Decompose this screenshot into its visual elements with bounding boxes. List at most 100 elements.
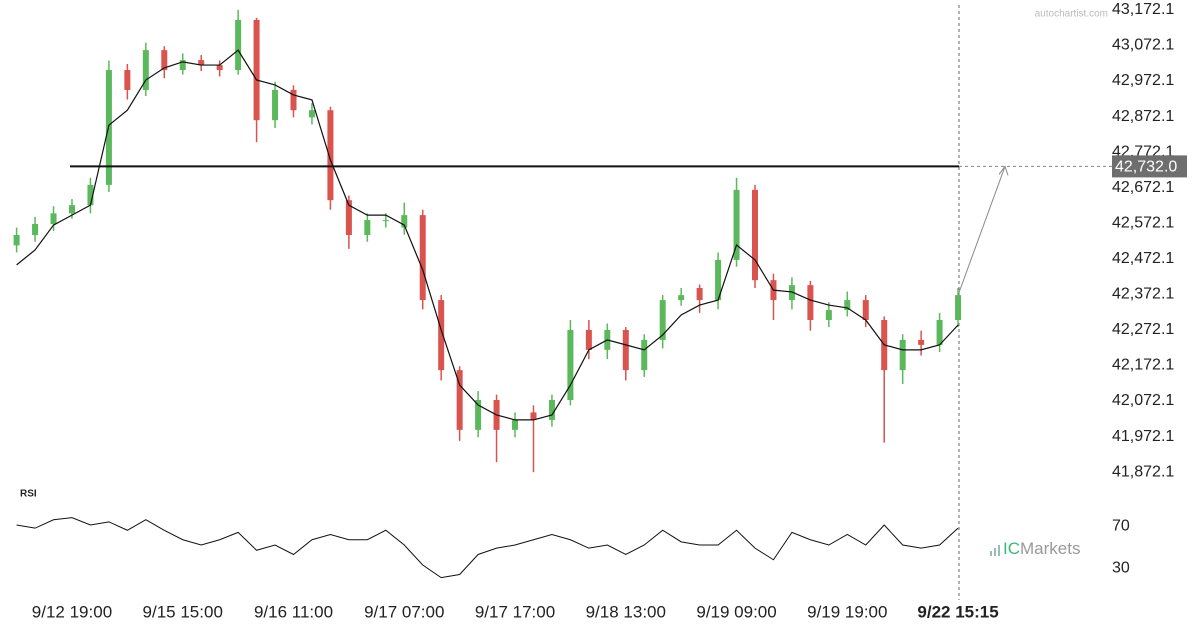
candle bbox=[659, 295, 666, 349]
candle bbox=[548, 394, 555, 427]
candle bbox=[235, 9, 242, 75]
y-tick-label: 42,872.1 bbox=[1112, 108, 1174, 125]
candle-body bbox=[936, 320, 943, 345]
candle bbox=[198, 55, 205, 72]
candle bbox=[401, 202, 408, 235]
candle-body bbox=[179, 60, 186, 71]
candle-body bbox=[142, 50, 149, 90]
y-tick-label: 42,072.1 bbox=[1112, 392, 1174, 409]
x-tick-label: 9/19 09:00 bbox=[696, 602, 776, 621]
candle bbox=[364, 213, 371, 242]
logo-text: ICMarkets bbox=[1003, 539, 1080, 558]
candle bbox=[844, 291, 851, 317]
logo-bar bbox=[990, 551, 992, 556]
x-tick-label: 9/12 19:00 bbox=[32, 602, 112, 621]
moving-average bbox=[16, 49, 959, 421]
candle bbox=[87, 177, 94, 214]
projection-head bbox=[998, 165, 1009, 176]
candle bbox=[290, 85, 297, 118]
candle-body bbox=[401, 215, 408, 228]
candle-body bbox=[68, 205, 75, 214]
candle-body bbox=[87, 184, 94, 206]
candle bbox=[807, 280, 814, 331]
candle-body bbox=[715, 259, 722, 301]
y-tick-label: 42,472.1 bbox=[1112, 250, 1174, 267]
candle bbox=[530, 405, 537, 473]
x-tick-label: 9/16 11:00 bbox=[254, 602, 333, 621]
candle-body bbox=[216, 65, 223, 71]
candle bbox=[696, 284, 703, 313]
rsi-title: RSI bbox=[20, 489, 37, 500]
candle bbox=[512, 412, 519, 438]
candle bbox=[585, 320, 592, 360]
y-tick-label: 43,172.1 bbox=[1112, 1, 1174, 18]
candle-body bbox=[678, 295, 685, 301]
candle bbox=[918, 330, 925, 356]
level-label: 42,732.0 bbox=[1115, 159, 1177, 176]
candle-body bbox=[807, 285, 814, 320]
candle-body bbox=[752, 189, 758, 281]
y-tick-label: 42,272.1 bbox=[1112, 321, 1174, 338]
candle bbox=[438, 295, 445, 381]
y-tick-label: 30 bbox=[1112, 559, 1130, 576]
x-tick-label: 9/15 15:00 bbox=[143, 602, 223, 621]
logo-bar bbox=[998, 545, 1000, 556]
candle-body bbox=[235, 19, 242, 71]
candle-body bbox=[622, 329, 629, 371]
candle bbox=[50, 206, 57, 232]
candle-body bbox=[198, 60, 205, 66]
candle bbox=[641, 334, 648, 377]
candle-body bbox=[918, 339, 925, 345]
candle bbox=[752, 184, 758, 288]
candle-body bbox=[512, 419, 519, 430]
x-tick-label: 9/17 07:00 bbox=[364, 602, 444, 621]
candle bbox=[899, 334, 906, 384]
y-tick-label: 42,372.1 bbox=[1112, 286, 1174, 303]
level-tag bbox=[1112, 155, 1187, 178]
candle-body bbox=[124, 70, 131, 90]
candle-body bbox=[32, 224, 39, 236]
candle-body bbox=[161, 50, 168, 71]
candle bbox=[13, 227, 20, 253]
candle bbox=[161, 46, 168, 79]
candle-body bbox=[308, 110, 315, 118]
candle bbox=[272, 81, 279, 128]
projection bbox=[957, 166, 1006, 296]
candle-body bbox=[788, 285, 795, 301]
logo-bar bbox=[994, 548, 996, 556]
candle bbox=[124, 64, 131, 100]
candle-body bbox=[585, 329, 592, 350]
candle-body bbox=[50, 213, 57, 224]
candle bbox=[32, 216, 39, 242]
y-tick-label: 42,972.1 bbox=[1112, 72, 1174, 89]
candle-body bbox=[475, 400, 482, 430]
candle bbox=[567, 320, 574, 406]
y-tick-label: 42,672.1 bbox=[1112, 179, 1174, 196]
x-tick-label: 9/18 13:00 bbox=[586, 602, 666, 621]
candle-body bbox=[253, 19, 260, 121]
candle-body bbox=[825, 310, 832, 320]
logo-name: Markets bbox=[1020, 539, 1080, 558]
candle-body bbox=[548, 400, 555, 420]
candle-body bbox=[290, 89, 297, 111]
candle-body bbox=[530, 412, 537, 420]
candle bbox=[419, 209, 426, 310]
candle-body bbox=[456, 370, 463, 430]
x-tick-label: 9/19 19:00 bbox=[807, 602, 887, 621]
candle bbox=[825, 302, 832, 328]
candle bbox=[216, 60, 223, 77]
logo: ICMarkets bbox=[990, 539, 1080, 558]
y-tick-label: 43,072.1 bbox=[1112, 37, 1174, 54]
candle bbox=[788, 277, 795, 310]
y-tick-label: 42,172.1 bbox=[1112, 357, 1174, 374]
candle bbox=[733, 177, 740, 267]
watermark: autochartist.com bbox=[1035, 9, 1108, 20]
candle-body bbox=[13, 235, 20, 246]
candle-body bbox=[382, 220, 389, 222]
candle bbox=[622, 327, 629, 381]
candle-body bbox=[419, 215, 426, 301]
candle-body bbox=[862, 300, 869, 320]
candle bbox=[862, 295, 869, 328]
